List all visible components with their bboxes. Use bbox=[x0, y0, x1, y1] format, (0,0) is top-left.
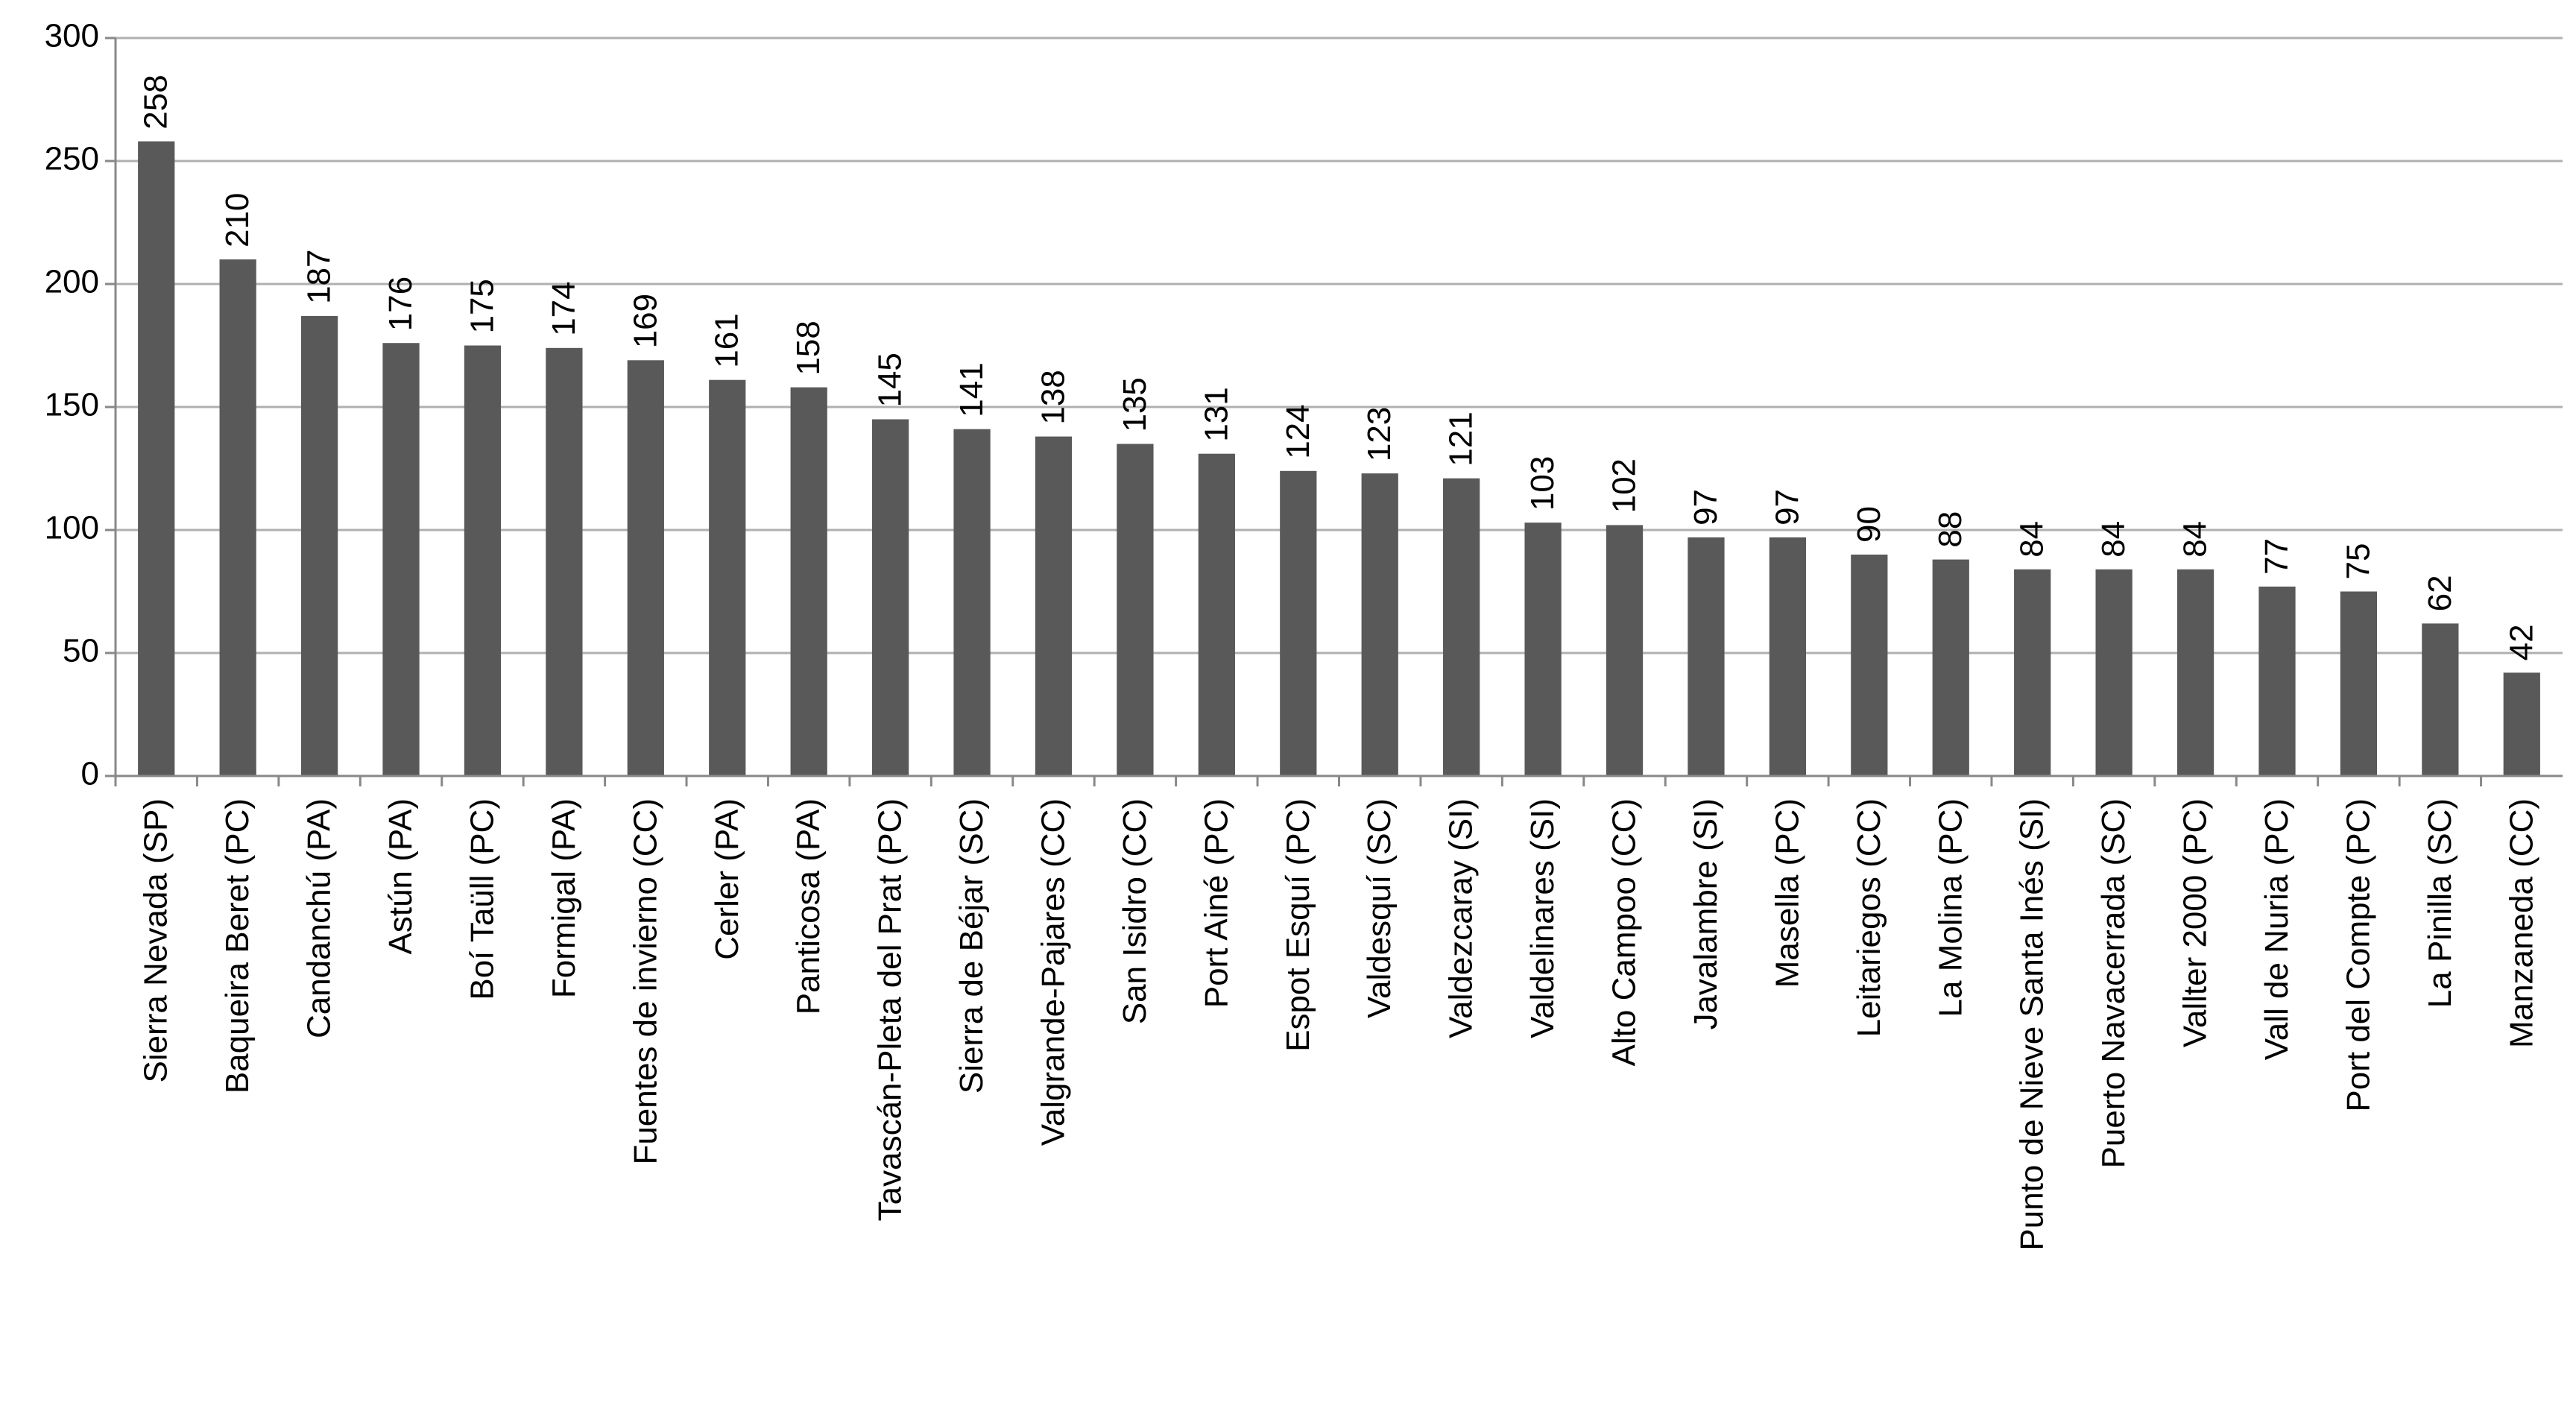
x-tick-label: Alto Campoo (CC) bbox=[1606, 798, 1643, 1066]
bar bbox=[546, 347, 583, 776]
x-tick-label: Valdesquí (SC) bbox=[1361, 798, 1398, 1018]
data-label: 77 bbox=[2258, 538, 2295, 575]
x-tick-label: Punto de Nieve Santa Inés (SI) bbox=[2014, 798, 2051, 1251]
y-tick-label: 250 bbox=[45, 141, 99, 177]
bar bbox=[1769, 537, 1807, 776]
x-tick-label: Boí Taüll (PC) bbox=[464, 798, 500, 1000]
bar bbox=[1280, 470, 1317, 776]
bar bbox=[627, 360, 664, 776]
x-tick-label: San Isidro (CC) bbox=[1117, 798, 1153, 1024]
data-label: 84 bbox=[2177, 521, 2214, 558]
data-label: 135 bbox=[1117, 377, 1153, 432]
x-tick-label: Port Ainé (PC) bbox=[1198, 798, 1234, 1008]
data-label: 88 bbox=[1932, 511, 1969, 548]
bar bbox=[790, 387, 827, 776]
data-label: 75 bbox=[2340, 543, 2376, 580]
y-tick-label: 200 bbox=[45, 264, 99, 300]
x-tick-label: Astún (PA) bbox=[382, 798, 419, 954]
bar bbox=[709, 379, 746, 776]
bar bbox=[1932, 559, 1969, 776]
x-tick-label: Tavascán-Pleta del Prat (PC) bbox=[872, 798, 909, 1221]
x-tick-label: Panticosa (PA) bbox=[790, 798, 827, 1015]
bar bbox=[2258, 586, 2296, 776]
bar bbox=[1443, 478, 1480, 776]
y-tick-label: 150 bbox=[45, 387, 99, 423]
data-label: 175 bbox=[464, 279, 500, 333]
x-tick-label: Espot Esquí (PC) bbox=[1280, 798, 1316, 1052]
data-label: 90 bbox=[1851, 506, 1887, 543]
bar bbox=[219, 259, 256, 776]
data-label: 42 bbox=[2503, 624, 2539, 660]
bar bbox=[1117, 444, 1154, 776]
x-tick-label: Candanchú (PA) bbox=[301, 798, 338, 1038]
x-tick-label: Fuentes de invierno (CC) bbox=[627, 798, 663, 1165]
x-tick-label: Baqueira Beret (PC) bbox=[219, 798, 256, 1094]
x-tick-label: Vallter 2000 (PC) bbox=[2177, 798, 2214, 1047]
x-tick-label: La Pinilla (SC) bbox=[2422, 798, 2458, 1008]
x-tick-label: Valdelinares (SI) bbox=[1524, 798, 1561, 1038]
bar bbox=[1361, 473, 1398, 776]
data-label: 158 bbox=[790, 321, 827, 375]
x-tick-label: Cerler (PA) bbox=[709, 798, 745, 960]
data-label: 121 bbox=[1443, 411, 1480, 466]
x-tick-label: Javalambre (SI) bbox=[1688, 798, 1724, 1030]
bar bbox=[464, 345, 502, 776]
data-label: 258 bbox=[138, 75, 174, 129]
data-label: 84 bbox=[2095, 521, 2132, 558]
x-tick-label: Vall de Nuria (PC) bbox=[2258, 798, 2295, 1060]
bar bbox=[2176, 569, 2214, 776]
x-tick-label: Leitariegos (CC) bbox=[1851, 798, 1887, 1037]
data-label: 138 bbox=[1035, 370, 1071, 424]
bar bbox=[300, 315, 338, 776]
bar bbox=[1688, 537, 1725, 776]
bar bbox=[2422, 623, 2459, 776]
bar bbox=[1606, 525, 1644, 776]
y-tick-label: 50 bbox=[63, 633, 99, 669]
data-label: 102 bbox=[1606, 458, 1643, 513]
data-label: 169 bbox=[627, 294, 663, 348]
x-tick-label: Masella (PC) bbox=[1769, 798, 1805, 988]
data-label: 84 bbox=[2014, 521, 2051, 558]
x-tick-label: Manzaneda (CC) bbox=[2503, 798, 2539, 1048]
data-label: 210 bbox=[219, 193, 256, 247]
x-tick-label: Port del Compte (PC) bbox=[2340, 798, 2376, 1112]
y-tick-label: 100 bbox=[45, 510, 99, 546]
y-tick-label: 0 bbox=[81, 756, 99, 792]
x-tick-label: Valgrande-Pajares (CC) bbox=[1035, 798, 1071, 1146]
data-label: 174 bbox=[546, 281, 582, 335]
bar bbox=[1524, 523, 1562, 776]
x-tick-label: Puerto Navacerrada (SC) bbox=[2095, 798, 2132, 1168]
x-tick-label: Sierra de Béjar (SC) bbox=[953, 798, 990, 1094]
bar bbox=[2503, 672, 2540, 776]
bar bbox=[2340, 591, 2378, 776]
bar bbox=[953, 429, 991, 776]
bar bbox=[2014, 569, 2051, 776]
bar bbox=[871, 419, 909, 776]
bar bbox=[382, 343, 420, 776]
x-tick-label: Sierra Nevada (SP) bbox=[138, 798, 174, 1082]
bar bbox=[1035, 436, 1073, 776]
data-label: 176 bbox=[382, 277, 419, 331]
x-tick-label: Formigal (PA) bbox=[546, 798, 582, 998]
y-tick-label: 300 bbox=[45, 18, 99, 54]
bar bbox=[1198, 453, 1235, 776]
data-label: 97 bbox=[1688, 489, 1724, 526]
data-label: 161 bbox=[709, 313, 745, 367]
bar bbox=[1851, 555, 1888, 776]
data-label: 123 bbox=[1361, 407, 1398, 461]
data-label: 145 bbox=[872, 353, 909, 407]
bar bbox=[138, 141, 175, 777]
x-tick-label: Valdezcaray (SI) bbox=[1443, 798, 1480, 1038]
bar bbox=[2095, 569, 2133, 776]
data-label: 103 bbox=[1524, 456, 1561, 511]
x-tick-label: La Molina (PC) bbox=[1932, 798, 1969, 1017]
data-label: 131 bbox=[1198, 387, 1234, 441]
data-label: 141 bbox=[953, 362, 990, 417]
data-label: 62 bbox=[2422, 575, 2458, 611]
data-label: 97 bbox=[1769, 489, 1805, 526]
data-label: 187 bbox=[301, 249, 338, 303]
data-label: 124 bbox=[1280, 404, 1316, 458]
